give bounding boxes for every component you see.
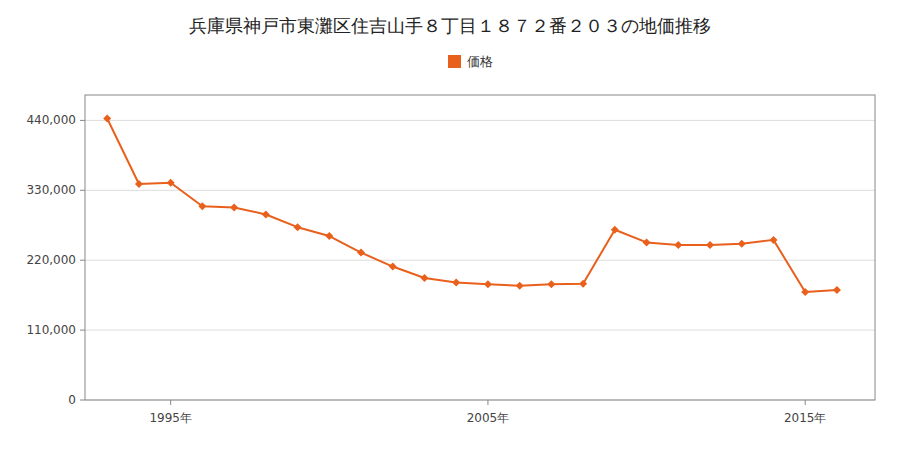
y-tick — [80, 260, 85, 261]
y-tick — [80, 120, 85, 121]
point — [389, 263, 397, 271]
point — [769, 236, 777, 244]
point — [420, 274, 428, 282]
point — [230, 203, 238, 211]
point — [103, 115, 111, 123]
point — [135, 180, 143, 188]
y-tick — [80, 330, 85, 331]
grid-line — [85, 260, 875, 261]
point — [643, 238, 651, 246]
chart-container: 兵庫県神戸市東灘区住吉山手８丁目１８７２番２０３の地価推移 0 110,000 220… — [0, 0, 900, 450]
y-tick-label: 110,000 — [26, 323, 76, 337]
x-tick — [805, 400, 806, 405]
point — [262, 210, 270, 218]
point — [294, 223, 302, 231]
point — [198, 202, 206, 210]
y-tick-label: 440,000 — [26, 113, 76, 127]
point — [167, 179, 175, 187]
point — [516, 282, 524, 290]
point — [674, 241, 682, 249]
x-tick — [170, 400, 171, 405]
y-tick — [80, 400, 85, 401]
grid-line — [85, 120, 875, 121]
legend: 価格 — [448, 54, 493, 69]
x-tick — [487, 400, 488, 405]
y-tick-label: 330,000 — [26, 183, 76, 197]
point — [611, 226, 619, 234]
x-tick-label: 2005年 — [467, 411, 510, 425]
grid-line — [85, 330, 875, 331]
x-tick-label: 1995年 — [149, 411, 192, 425]
title: 兵庫県神戸市東灘区住吉山手８丁目１８７２番２０３の地価推移 — [189, 15, 711, 36]
point — [738, 240, 746, 248]
chart-svg: 兵庫県神戸市東灘区住吉山手８丁目１８７２番２０３の地価推移 0 110,000 220… — [0, 0, 900, 450]
line — [107, 119, 837, 292]
y-tick-label: 0 — [68, 393, 76, 407]
point — [484, 280, 492, 288]
y-tick — [80, 190, 85, 191]
legend-swatch — [448, 55, 461, 68]
point — [579, 280, 587, 288]
point — [706, 241, 714, 249]
grid-line — [85, 190, 875, 191]
axes: 0 110,000 220,000 330,000 440,000 1995年 2005年 2… — [26, 95, 875, 425]
grid — [85, 120, 875, 400]
point — [325, 232, 333, 240]
plot-data — [103, 115, 841, 296]
plot-frame — [85, 95, 875, 400]
point — [452, 278, 460, 286]
point — [801, 288, 809, 296]
point — [357, 249, 365, 257]
y-tick-label: 220,000 — [26, 253, 76, 267]
point — [547, 280, 555, 288]
legend-label: 価格 — [467, 54, 493, 69]
x-tick-label: 2015年 — [784, 411, 827, 425]
point — [833, 286, 841, 294]
